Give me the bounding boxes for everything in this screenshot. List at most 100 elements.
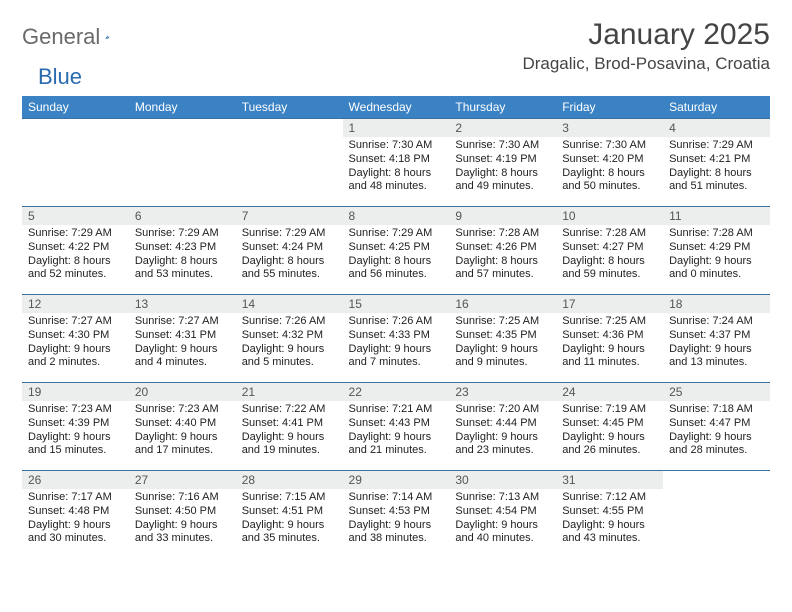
sunset-line: Sunset: 4:20 PM xyxy=(562,153,657,167)
day-number-empty xyxy=(129,119,236,137)
calendar-cell: 22Sunrise: 7:21 AMSunset: 4:43 PMDayligh… xyxy=(343,383,450,471)
weekday-header: Thursday xyxy=(449,96,556,119)
day-number: 2 xyxy=(449,119,556,137)
day-number: 10 xyxy=(556,207,663,225)
day-number: 31 xyxy=(556,471,663,489)
calendar-cell: 10Sunrise: 7:28 AMSunset: 4:27 PMDayligh… xyxy=(556,207,663,295)
weekday-header: Saturday xyxy=(663,96,770,119)
sunrise-line: Sunrise: 7:29 AM xyxy=(28,227,123,241)
calendar-cell: 23Sunrise: 7:20 AMSunset: 4:44 PMDayligh… xyxy=(449,383,556,471)
logo-text-blue: Blue xyxy=(38,64,82,90)
calendar-cell xyxy=(22,119,129,207)
calendar-cell: 26Sunrise: 7:17 AMSunset: 4:48 PMDayligh… xyxy=(22,471,129,559)
calendar-cell: 13Sunrise: 7:27 AMSunset: 4:31 PMDayligh… xyxy=(129,295,236,383)
day-details: Sunrise: 7:14 AMSunset: 4:53 PMDaylight:… xyxy=(343,489,450,548)
calendar-cell: 21Sunrise: 7:22 AMSunset: 4:41 PMDayligh… xyxy=(236,383,343,471)
day-details: Sunrise: 7:26 AMSunset: 4:32 PMDaylight:… xyxy=(236,313,343,372)
sunrise-line: Sunrise: 7:13 AM xyxy=(455,491,550,505)
day-details: Sunrise: 7:13 AMSunset: 4:54 PMDaylight:… xyxy=(449,489,556,548)
day-details: Sunrise: 7:30 AMSunset: 4:18 PMDaylight:… xyxy=(343,137,450,196)
weekday-header: Wednesday xyxy=(343,96,450,119)
calendar-week-row: 26Sunrise: 7:17 AMSunset: 4:48 PMDayligh… xyxy=(22,471,770,559)
sunset-line: Sunset: 4:29 PM xyxy=(669,241,764,255)
day-number: 27 xyxy=(129,471,236,489)
sunrise-line: Sunrise: 7:12 AM xyxy=(562,491,657,505)
sunset-line: Sunset: 4:44 PM xyxy=(455,417,550,431)
daylight-line: Daylight: 9 hours and 4 minutes. xyxy=(135,343,230,371)
day-details: Sunrise: 7:12 AMSunset: 4:55 PMDaylight:… xyxy=(556,489,663,548)
calendar-week-row: 12Sunrise: 7:27 AMSunset: 4:30 PMDayligh… xyxy=(22,295,770,383)
sunset-line: Sunset: 4:40 PM xyxy=(135,417,230,431)
daylight-line: Daylight: 9 hours and 35 minutes. xyxy=(242,519,337,547)
calendar-cell: 3Sunrise: 7:30 AMSunset: 4:20 PMDaylight… xyxy=(556,119,663,207)
sunset-line: Sunset: 4:30 PM xyxy=(28,329,123,343)
day-details: Sunrise: 7:17 AMSunset: 4:48 PMDaylight:… xyxy=(22,489,129,548)
daylight-line: Daylight: 9 hours and 26 minutes. xyxy=(562,431,657,459)
sunset-line: Sunset: 4:53 PM xyxy=(349,505,444,519)
sunrise-line: Sunrise: 7:29 AM xyxy=(242,227,337,241)
day-details: Sunrise: 7:25 AMSunset: 4:35 PMDaylight:… xyxy=(449,313,556,372)
day-number-empty xyxy=(22,119,129,137)
day-number-empty xyxy=(663,471,770,489)
daylight-line: Daylight: 9 hours and 21 minutes. xyxy=(349,431,444,459)
day-details: Sunrise: 7:28 AMSunset: 4:29 PMDaylight:… xyxy=(663,225,770,284)
day-details: Sunrise: 7:30 AMSunset: 4:20 PMDaylight:… xyxy=(556,137,663,196)
sunrise-line: Sunrise: 7:22 AM xyxy=(242,403,337,417)
sunrise-line: Sunrise: 7:29 AM xyxy=(349,227,444,241)
calendar-cell: 29Sunrise: 7:14 AMSunset: 4:53 PMDayligh… xyxy=(343,471,450,559)
sunset-line: Sunset: 4:18 PM xyxy=(349,153,444,167)
daylight-line: Daylight: 8 hours and 51 minutes. xyxy=(669,167,764,195)
day-details: Sunrise: 7:16 AMSunset: 4:50 PMDaylight:… xyxy=(129,489,236,548)
daylight-line: Daylight: 8 hours and 49 minutes. xyxy=(455,167,550,195)
location-text: Dragalic, Brod-Posavina, Croatia xyxy=(522,54,770,74)
day-details: Sunrise: 7:23 AMSunset: 4:39 PMDaylight:… xyxy=(22,401,129,460)
calendar-cell: 5Sunrise: 7:29 AMSunset: 4:22 PMDaylight… xyxy=(22,207,129,295)
sunrise-line: Sunrise: 7:20 AM xyxy=(455,403,550,417)
day-number: 14 xyxy=(236,295,343,313)
day-details: Sunrise: 7:29 AMSunset: 4:22 PMDaylight:… xyxy=(22,225,129,284)
calendar-cell: 19Sunrise: 7:23 AMSunset: 4:39 PMDayligh… xyxy=(22,383,129,471)
calendar-cell: 12Sunrise: 7:27 AMSunset: 4:30 PMDayligh… xyxy=(22,295,129,383)
day-number: 25 xyxy=(663,383,770,401)
day-details: Sunrise: 7:28 AMSunset: 4:26 PMDaylight:… xyxy=(449,225,556,284)
sunset-line: Sunset: 4:21 PM xyxy=(669,153,764,167)
day-number: 21 xyxy=(236,383,343,401)
day-details: Sunrise: 7:29 AMSunset: 4:25 PMDaylight:… xyxy=(343,225,450,284)
day-number: 16 xyxy=(449,295,556,313)
sunrise-line: Sunrise: 7:17 AM xyxy=(28,491,123,505)
calendar-cell: 30Sunrise: 7:13 AMSunset: 4:54 PMDayligh… xyxy=(449,471,556,559)
day-number-empty xyxy=(236,119,343,137)
calendar-cell: 7Sunrise: 7:29 AMSunset: 4:24 PMDaylight… xyxy=(236,207,343,295)
day-details: Sunrise: 7:15 AMSunset: 4:51 PMDaylight:… xyxy=(236,489,343,548)
calendar-cell: 24Sunrise: 7:19 AMSunset: 4:45 PMDayligh… xyxy=(556,383,663,471)
daylight-line: Daylight: 9 hours and 28 minutes. xyxy=(669,431,764,459)
calendar-cell: 15Sunrise: 7:26 AMSunset: 4:33 PMDayligh… xyxy=(343,295,450,383)
sunrise-line: Sunrise: 7:26 AM xyxy=(349,315,444,329)
sunrise-line: Sunrise: 7:16 AM xyxy=(135,491,230,505)
sunset-line: Sunset: 4:31 PM xyxy=(135,329,230,343)
month-title: January 2025 xyxy=(522,18,770,52)
sunrise-line: Sunrise: 7:28 AM xyxy=(455,227,550,241)
day-details: Sunrise: 7:29 AMSunset: 4:21 PMDaylight:… xyxy=(663,137,770,196)
title-block: January 2025 Dragalic, Brod-Posavina, Cr… xyxy=(522,18,770,74)
calendar-cell: 6Sunrise: 7:29 AMSunset: 4:23 PMDaylight… xyxy=(129,207,236,295)
calendar-cell: 9Sunrise: 7:28 AMSunset: 4:26 PMDaylight… xyxy=(449,207,556,295)
calendar-cell xyxy=(129,119,236,207)
calendar-cell: 20Sunrise: 7:23 AMSunset: 4:40 PMDayligh… xyxy=(129,383,236,471)
calendar-cell: 11Sunrise: 7:28 AMSunset: 4:29 PMDayligh… xyxy=(663,207,770,295)
sunset-line: Sunset: 4:22 PM xyxy=(28,241,123,255)
day-details: Sunrise: 7:26 AMSunset: 4:33 PMDaylight:… xyxy=(343,313,450,372)
daylight-line: Daylight: 9 hours and 43 minutes. xyxy=(562,519,657,547)
calendar-week-row: 5Sunrise: 7:29 AMSunset: 4:22 PMDaylight… xyxy=(22,207,770,295)
day-number: 24 xyxy=(556,383,663,401)
day-number: 22 xyxy=(343,383,450,401)
calendar-cell: 2Sunrise: 7:30 AMSunset: 4:19 PMDaylight… xyxy=(449,119,556,207)
day-number: 9 xyxy=(449,207,556,225)
calendar-cell: 27Sunrise: 7:16 AMSunset: 4:50 PMDayligh… xyxy=(129,471,236,559)
daylight-line: Daylight: 9 hours and 15 minutes. xyxy=(28,431,123,459)
calendar-cell: 1Sunrise: 7:30 AMSunset: 4:18 PMDaylight… xyxy=(343,119,450,207)
daylight-line: Daylight: 9 hours and 2 minutes. xyxy=(28,343,123,371)
weekday-header: Tuesday xyxy=(236,96,343,119)
day-details: Sunrise: 7:30 AMSunset: 4:19 PMDaylight:… xyxy=(449,137,556,196)
sunrise-line: Sunrise: 7:28 AM xyxy=(669,227,764,241)
